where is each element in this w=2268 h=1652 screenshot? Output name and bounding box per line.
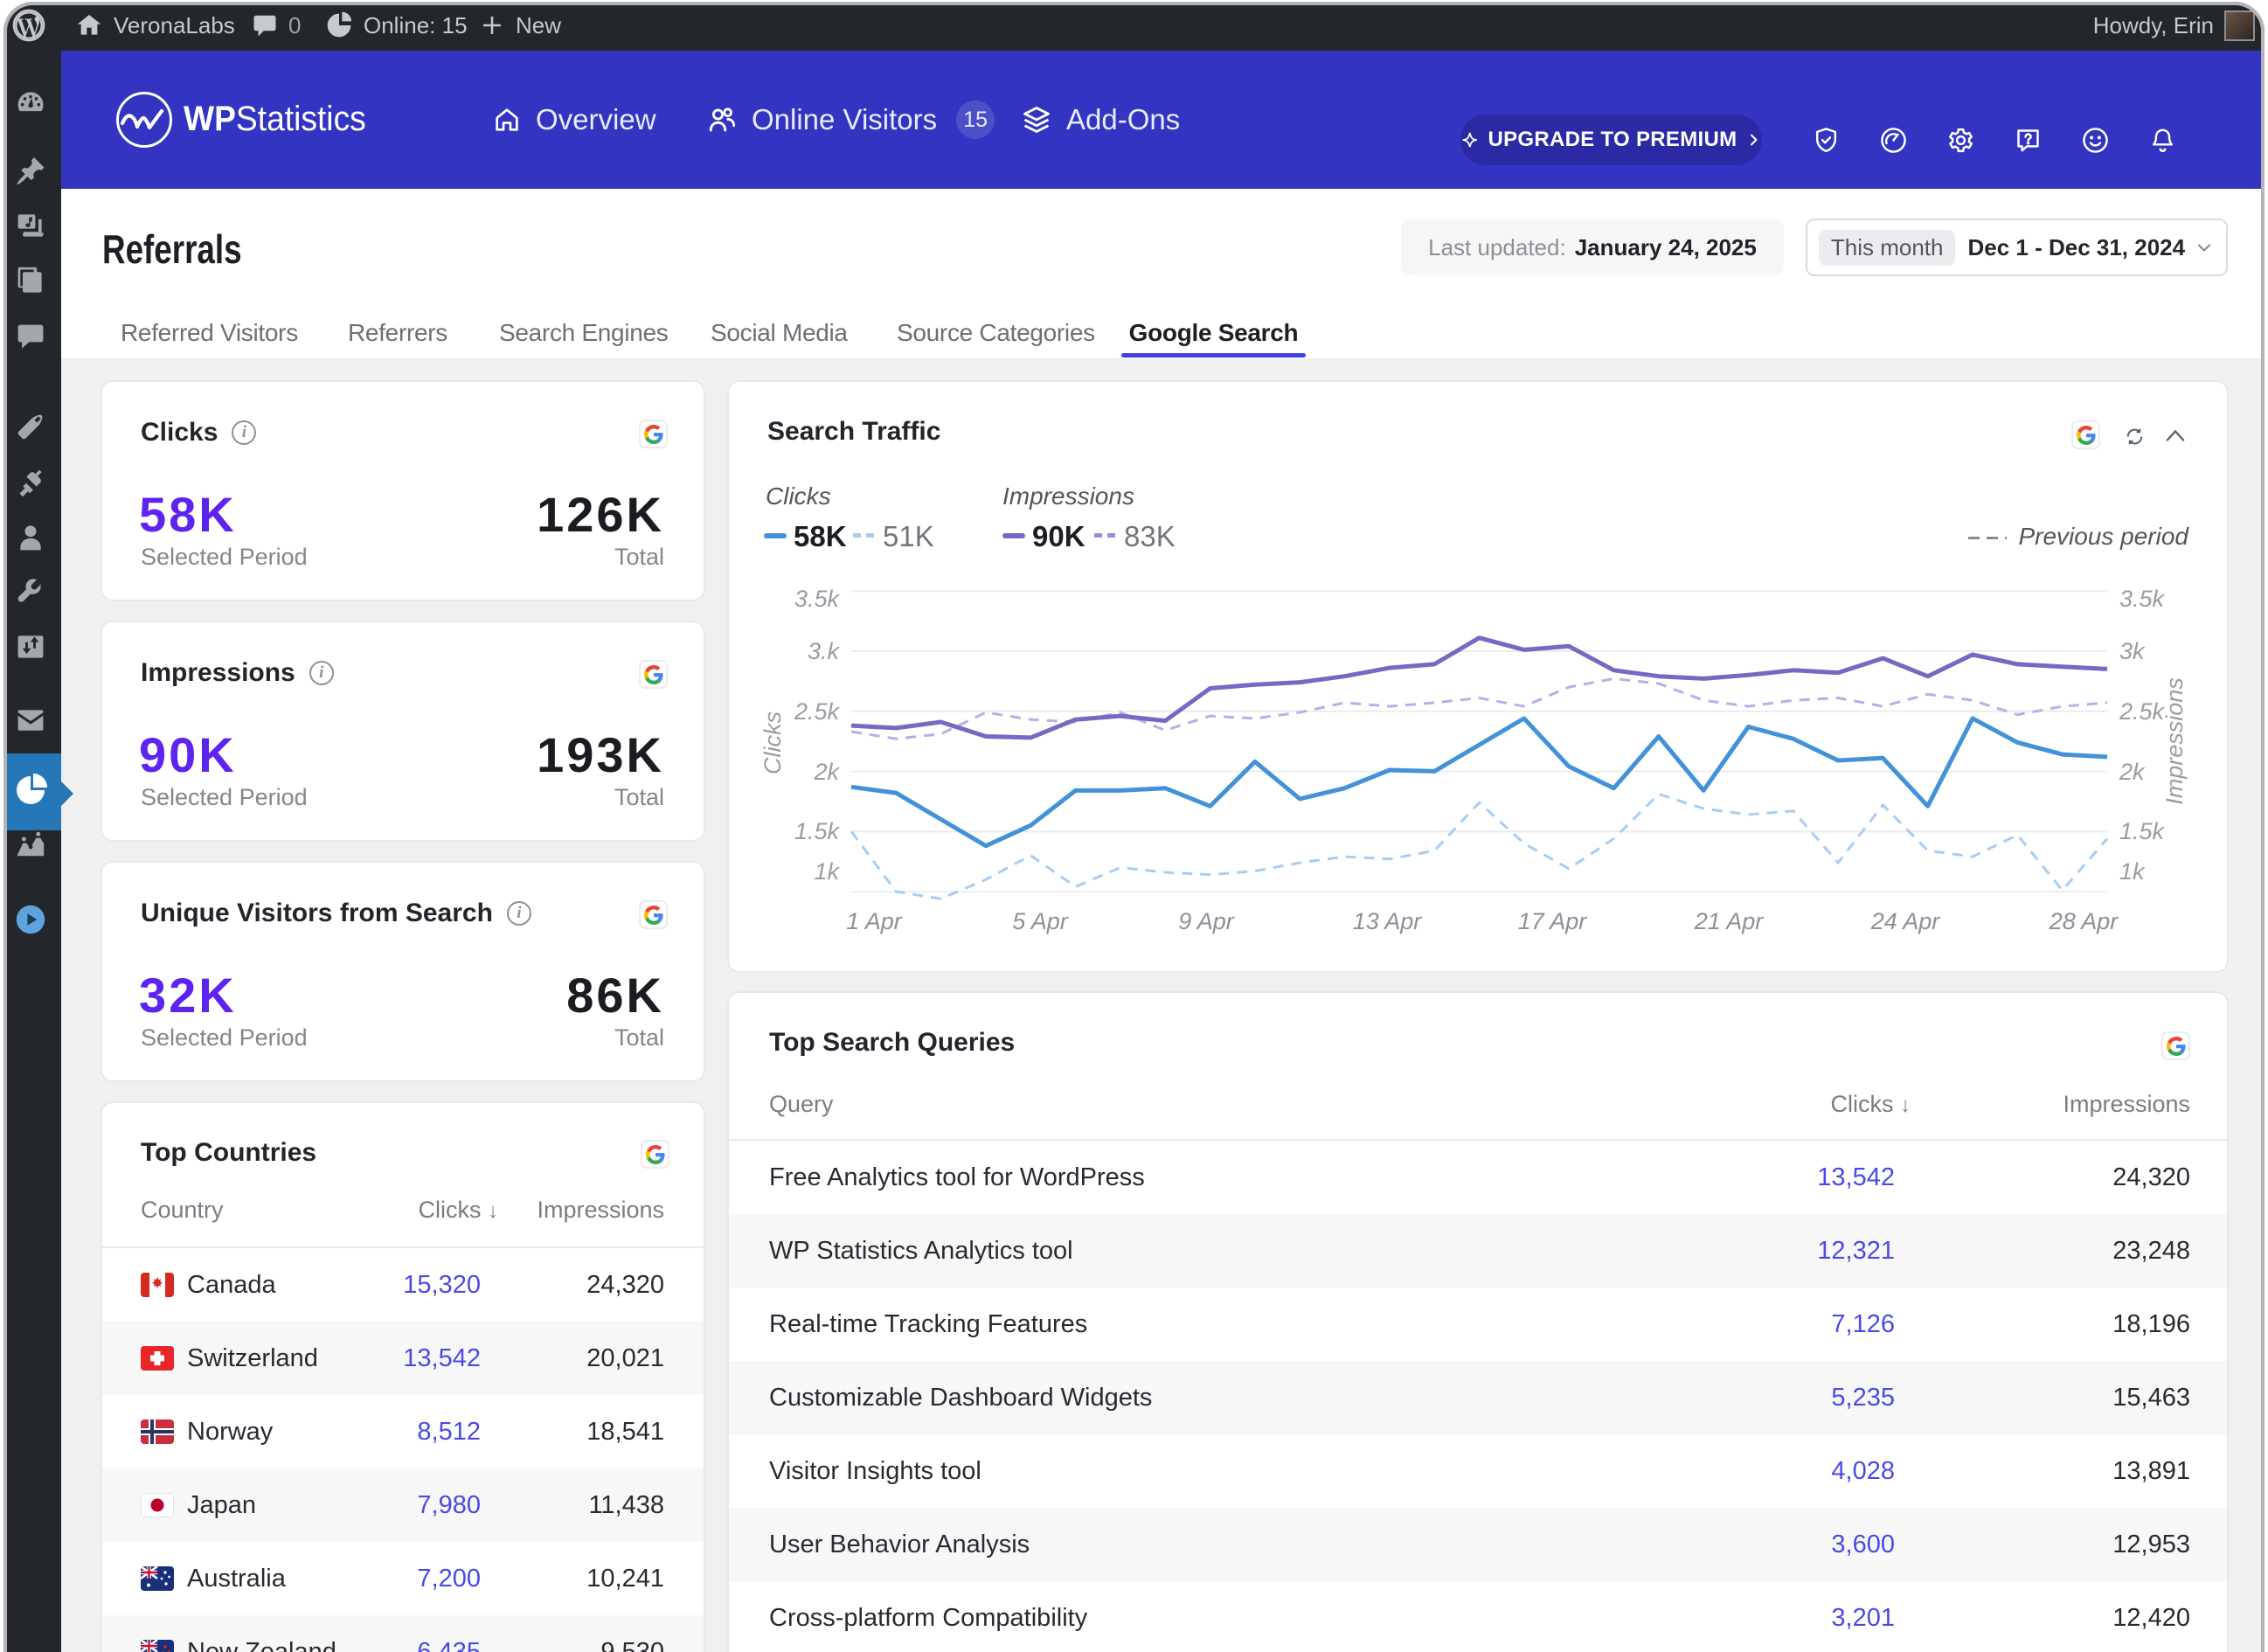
svg-text:Clicks: Clicks: [759, 711, 786, 774]
svg-text:1.5k: 1.5k: [794, 818, 841, 844]
svg-text:3k: 3k: [2119, 638, 2146, 664]
svg-text:1k: 1k: [814, 858, 840, 885]
svg-text:1.5k: 1.5k: [2119, 818, 2166, 844]
svg-text:2.5k: 2.5k: [794, 698, 841, 725]
svg-text:2.5k: 2.5k: [2119, 698, 2166, 725]
svg-text:3.5k: 3.5k: [794, 586, 841, 612]
svg-text:1 Apr: 1 Apr: [846, 908, 903, 934]
svg-text:2k: 2k: [813, 759, 840, 785]
svg-text:3.5k: 3.5k: [2119, 586, 2166, 612]
svg-text:5 Apr: 5 Apr: [1012, 908, 1069, 934]
svg-text:3.k: 3.k: [808, 638, 841, 664]
svg-text:1k: 1k: [2119, 858, 2146, 885]
svg-text:Impressions: Impressions: [2161, 677, 2188, 805]
svg-text:9 Apr: 9 Apr: [1178, 908, 1235, 934]
svg-text:21 Apr: 21 Apr: [1694, 908, 1765, 934]
svg-text:24 Apr: 24 Apr: [1870, 908, 1941, 934]
svg-text:17 Apr: 17 Apr: [1518, 908, 1588, 934]
svg-text:13 Apr: 13 Apr: [1353, 908, 1423, 934]
svg-text:28 Apr: 28 Apr: [2049, 908, 2119, 934]
svg-text:2k: 2k: [2119, 759, 2146, 785]
